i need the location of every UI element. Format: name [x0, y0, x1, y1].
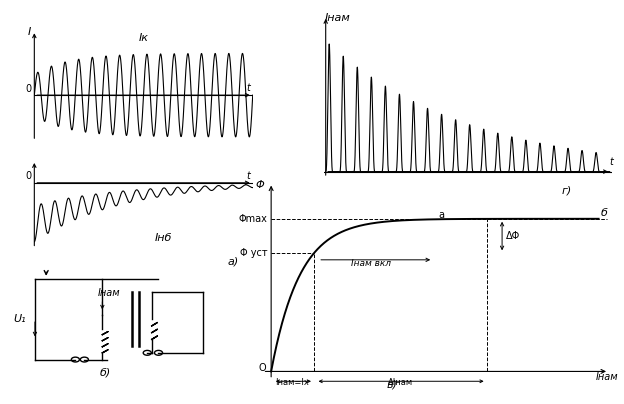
Text: а): а) — [228, 257, 239, 267]
Text: Φ: Φ — [255, 180, 264, 189]
Text: t: t — [246, 171, 250, 181]
Text: Iнб: Iнб — [155, 233, 172, 243]
Text: б: б — [600, 208, 607, 218]
Text: a: a — [438, 210, 444, 220]
Text: Φ уст: Φ уст — [240, 248, 268, 258]
Text: O: O — [258, 364, 266, 373]
Text: I: I — [27, 27, 31, 36]
Text: Iнам: Iнам — [324, 13, 350, 23]
Text: Φmax: Φmax — [239, 214, 268, 224]
Text: ΔΦ: ΔΦ — [505, 231, 520, 241]
Text: 0: 0 — [26, 171, 32, 181]
Text: U₁: U₁ — [13, 314, 26, 324]
Text: Iнам: Iнам — [596, 372, 618, 382]
Text: в): в) — [387, 380, 397, 390]
Text: t: t — [246, 83, 250, 93]
Text: ΔIнам: ΔIнам — [388, 379, 413, 387]
Text: Iнам=Iх: Iнам=Iх — [276, 379, 310, 387]
Text: t: t — [610, 157, 613, 167]
Text: Iнам вкл: Iнам вкл — [351, 259, 391, 268]
Text: 0: 0 — [26, 84, 32, 94]
Text: г): г) — [562, 186, 572, 196]
Text: Iк: Iк — [139, 33, 149, 43]
Text: Iнам: Iнам — [98, 288, 120, 298]
Text: б): б) — [100, 368, 111, 378]
